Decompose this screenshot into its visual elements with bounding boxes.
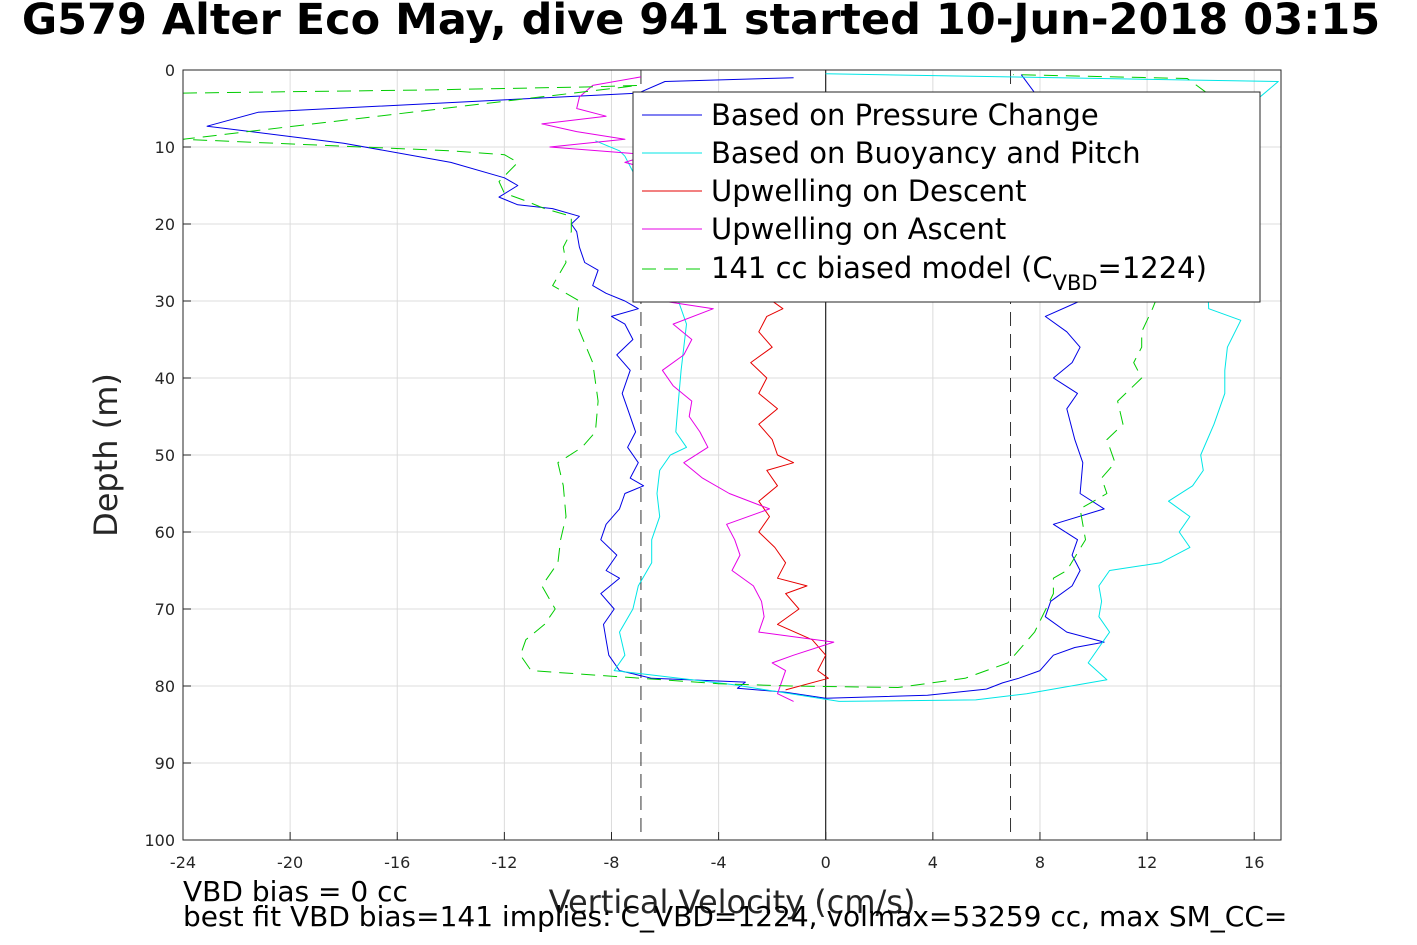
x-tick-label: -8: [604, 853, 620, 872]
tick-labels: -24 -20 -16 -12 -8 -4 0 4 8 12 16 0 10 20 30 40 50 60 70 80…: [144, 61, 1264, 872]
footer-bestfit-line: best fit VBD bias=141 implies: C_VBD=122…: [183, 900, 1288, 933]
series-group: [182, 73, 1279, 702]
series-line-buoyancy: [595, 73, 1279, 702]
legend-label-model-main: 141 cc biased model (C: [711, 251, 1053, 285]
footer-bias-line: VBD bias = 0 cc: [183, 875, 408, 908]
legend-label-model-end: =1224): [1098, 251, 1207, 285]
x-axis-label: Vertical Velocity (cm/s): [549, 883, 916, 921]
series-line-ascent: [541, 76, 835, 702]
chart-title: G579 Alter Eco May, dive 941 started 10-…: [0, 0, 1417, 52]
y-tick-label: 50: [155, 446, 175, 465]
series-line-descent: [648, 138, 829, 691]
legend-label-model: 141 cc biased model (CVBD=1224): [711, 251, 1207, 295]
series-line-model: [182, 74, 1250, 688]
x-tick-label: 12: [1137, 853, 1157, 872]
x-tick-label: 16: [1244, 853, 1264, 872]
y-tick-label: 10: [155, 138, 175, 157]
chart-title-text: G579 Alter Eco May, dive 941 started 10-…: [21, 0, 1381, 45]
legend-box: [632, 91, 1261, 303]
y-tick-label: 0: [165, 61, 175, 80]
x-tick-label: -16: [384, 853, 410, 872]
legend: Based on Pressure Change Based on Buoyan…: [632, 91, 1261, 303]
series-line-pressure: [206, 74, 1105, 699]
y-tick-label: 70: [155, 600, 175, 619]
x-tick-label: 0: [821, 853, 831, 872]
x-tick-label: -12: [491, 853, 517, 872]
x-tick-label: -24: [170, 853, 196, 872]
y-tick-label: 100: [144, 831, 175, 850]
x-tick-label: -20: [277, 853, 303, 872]
legend-label-descent: Upwelling on Descent: [711, 174, 1027, 208]
legend-label-model-sub: VBD: [1053, 271, 1098, 295]
legend-label-ascent: Upwelling on Ascent: [711, 212, 1006, 246]
y-axis-label: Depth (m): [87, 373, 125, 537]
x-tick-label: 4: [928, 853, 938, 872]
y-tick-label: 40: [155, 369, 175, 388]
y-tick-label: 90: [155, 754, 175, 773]
x-tick-label: -4: [711, 853, 727, 872]
x-tick-label: 8: [1035, 853, 1045, 872]
legend-label-pressure: Based on Pressure Change: [711, 98, 1099, 132]
y-tick-label: 80: [155, 677, 175, 696]
y-tick-label: 30: [155, 292, 175, 311]
y-tick-label: 20: [155, 215, 175, 234]
y-tick-label: 60: [155, 523, 175, 542]
legend-label-buoyancy: Based on Buoyancy and Pitch: [711, 136, 1141, 170]
